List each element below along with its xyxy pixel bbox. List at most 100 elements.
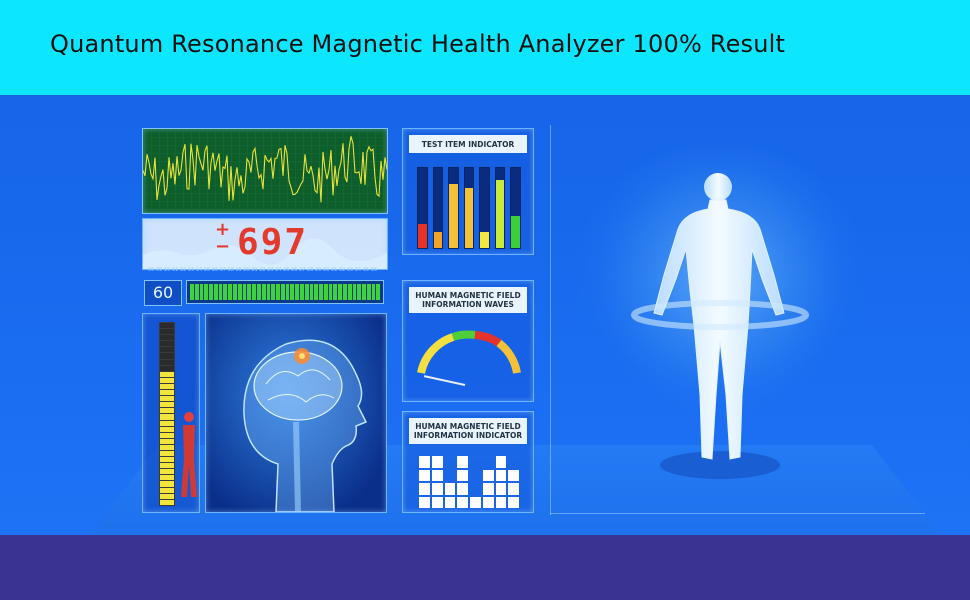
- level-segment: [256, 284, 261, 300]
- meter-segment: [160, 499, 174, 505]
- level-number: 60: [144, 280, 182, 306]
- sign-indicator: + −: [215, 219, 231, 257]
- level-segment: [295, 284, 299, 300]
- level-segment: [228, 284, 233, 300]
- indicator-cell: [470, 470, 481, 482]
- level-segment: [319, 284, 323, 300]
- level-segment: [371, 284, 376, 300]
- level-segment: [314, 284, 319, 300]
- meter-segment: [160, 402, 174, 408]
- indicator-cell: [457, 483, 468, 495]
- indicator-cell: [482, 483, 494, 495]
- meter-segment: [160, 329, 174, 335]
- meter-segment: [160, 365, 174, 371]
- analyzer-stage: + − 697 00 09 10 11 12 13 14 15 16 17 18…: [0, 95, 970, 535]
- test-item-bar: [432, 167, 444, 249]
- footer-band: [0, 535, 970, 600]
- meter-segment: [160, 323, 174, 329]
- meter-segment: [160, 475, 174, 481]
- meter-segment: [160, 469, 174, 475]
- level-segment: [299, 284, 304, 300]
- level-segment: [209, 284, 213, 300]
- meter-segment: [160, 359, 174, 365]
- indicator-cell: [482, 469, 494, 481]
- level-segment: [357, 284, 362, 300]
- level-segment: [328, 284, 333, 300]
- meter-segment: [160, 463, 174, 469]
- level-segment: [280, 284, 285, 300]
- test-item-bar: [510, 167, 522, 249]
- field-indicator-title: HUMAN MAGNETIC FIELD INFORMATION INDICAT…: [409, 418, 527, 444]
- level-segment: [199, 284, 204, 300]
- indicator-cell: [457, 469, 468, 481]
- indicator-cell: [508, 483, 519, 495]
- test-item-bar: [448, 167, 459, 249]
- header-banner: Quantum Resonance Magnetic Health Analyz…: [0, 0, 970, 95]
- waveform-icon: [142, 129, 388, 213]
- level-segment: [247, 284, 252, 300]
- indicator-cell: [495, 496, 507, 508]
- meter-segment: [160, 335, 174, 341]
- level-segment: [343, 284, 347, 300]
- indicator-cell: [482, 496, 494, 508]
- digit-readout: 697: [237, 222, 309, 263]
- meter-segment: [160, 396, 174, 402]
- indicator-cell: [495, 456, 507, 468]
- indicator-cell: [470, 456, 481, 468]
- level-segment: [290, 284, 295, 300]
- level-segment: [333, 284, 338, 300]
- level-segment: [266, 284, 271, 300]
- field-waves-title: HUMAN MAGNETIC FIELD INFORMATION WAVES: [409, 287, 527, 313]
- meter-segment: [160, 457, 174, 463]
- level-segment: [352, 284, 357, 300]
- level-segment: [194, 284, 199, 300]
- level-segment: [347, 284, 352, 300]
- indicator-cell: [431, 496, 443, 508]
- indicator-cell: [431, 469, 443, 481]
- meter-segment: [160, 371, 174, 377]
- indicator-cell: [470, 496, 481, 508]
- test-item-title: TEST ITEM INDICATOR: [409, 135, 527, 153]
- level-segment: [261, 284, 266, 300]
- indicator-grid: [419, 456, 519, 508]
- indicator-cell: [445, 456, 456, 468]
- level-segment: [338, 284, 342, 300]
- meter-segment: [160, 383, 174, 390]
- vertical-meter: [142, 313, 200, 513]
- meter-segment: [160, 377, 174, 383]
- level-segment: [252, 284, 256, 300]
- meter-segment: [160, 414, 174, 420]
- indicator-cell: [444, 483, 456, 495]
- gauge-icon: [417, 330, 521, 386]
- level-segment: [204, 284, 209, 300]
- indicator-cell: [444, 496, 456, 508]
- level-segment: [242, 284, 247, 300]
- indicator-cell: [470, 483, 481, 495]
- meter-segment: [160, 341, 174, 347]
- test-item-bar: [463, 167, 475, 249]
- digit-display: + − 697: [142, 218, 388, 270]
- indicator-cell: [457, 456, 468, 468]
- indicator-cell: [508, 456, 519, 468]
- head-brain-icon: [243, 339, 368, 512]
- indicator-cell: [445, 470, 456, 482]
- level-segment: [223, 284, 228, 300]
- meter-segment: [160, 353, 174, 359]
- meter-segment: [160, 432, 174, 438]
- meter-segment: [160, 493, 174, 499]
- indicator-cell: [419, 469, 430, 481]
- mountain-graphic: [143, 238, 387, 269]
- gauge-needle: [423, 375, 466, 386]
- meter-segment: [160, 450, 174, 457]
- level-segment: [190, 284, 194, 300]
- indicator-cell: [508, 469, 519, 481]
- indicator-cell: [495, 469, 507, 481]
- meter-segment: [160, 438, 174, 444]
- level-segment: [237, 284, 242, 300]
- level-segment: [376, 284, 381, 300]
- page-title: Quantum Resonance Magnetic Health Analyz…: [50, 30, 786, 58]
- axis-line-horizontal: [550, 513, 925, 514]
- level-segment: [285, 284, 290, 300]
- magnetic-field-indicator: HUMAN MAGNETIC FIELD INFORMATION INDICAT…: [402, 411, 534, 513]
- level-segment: [309, 284, 314, 300]
